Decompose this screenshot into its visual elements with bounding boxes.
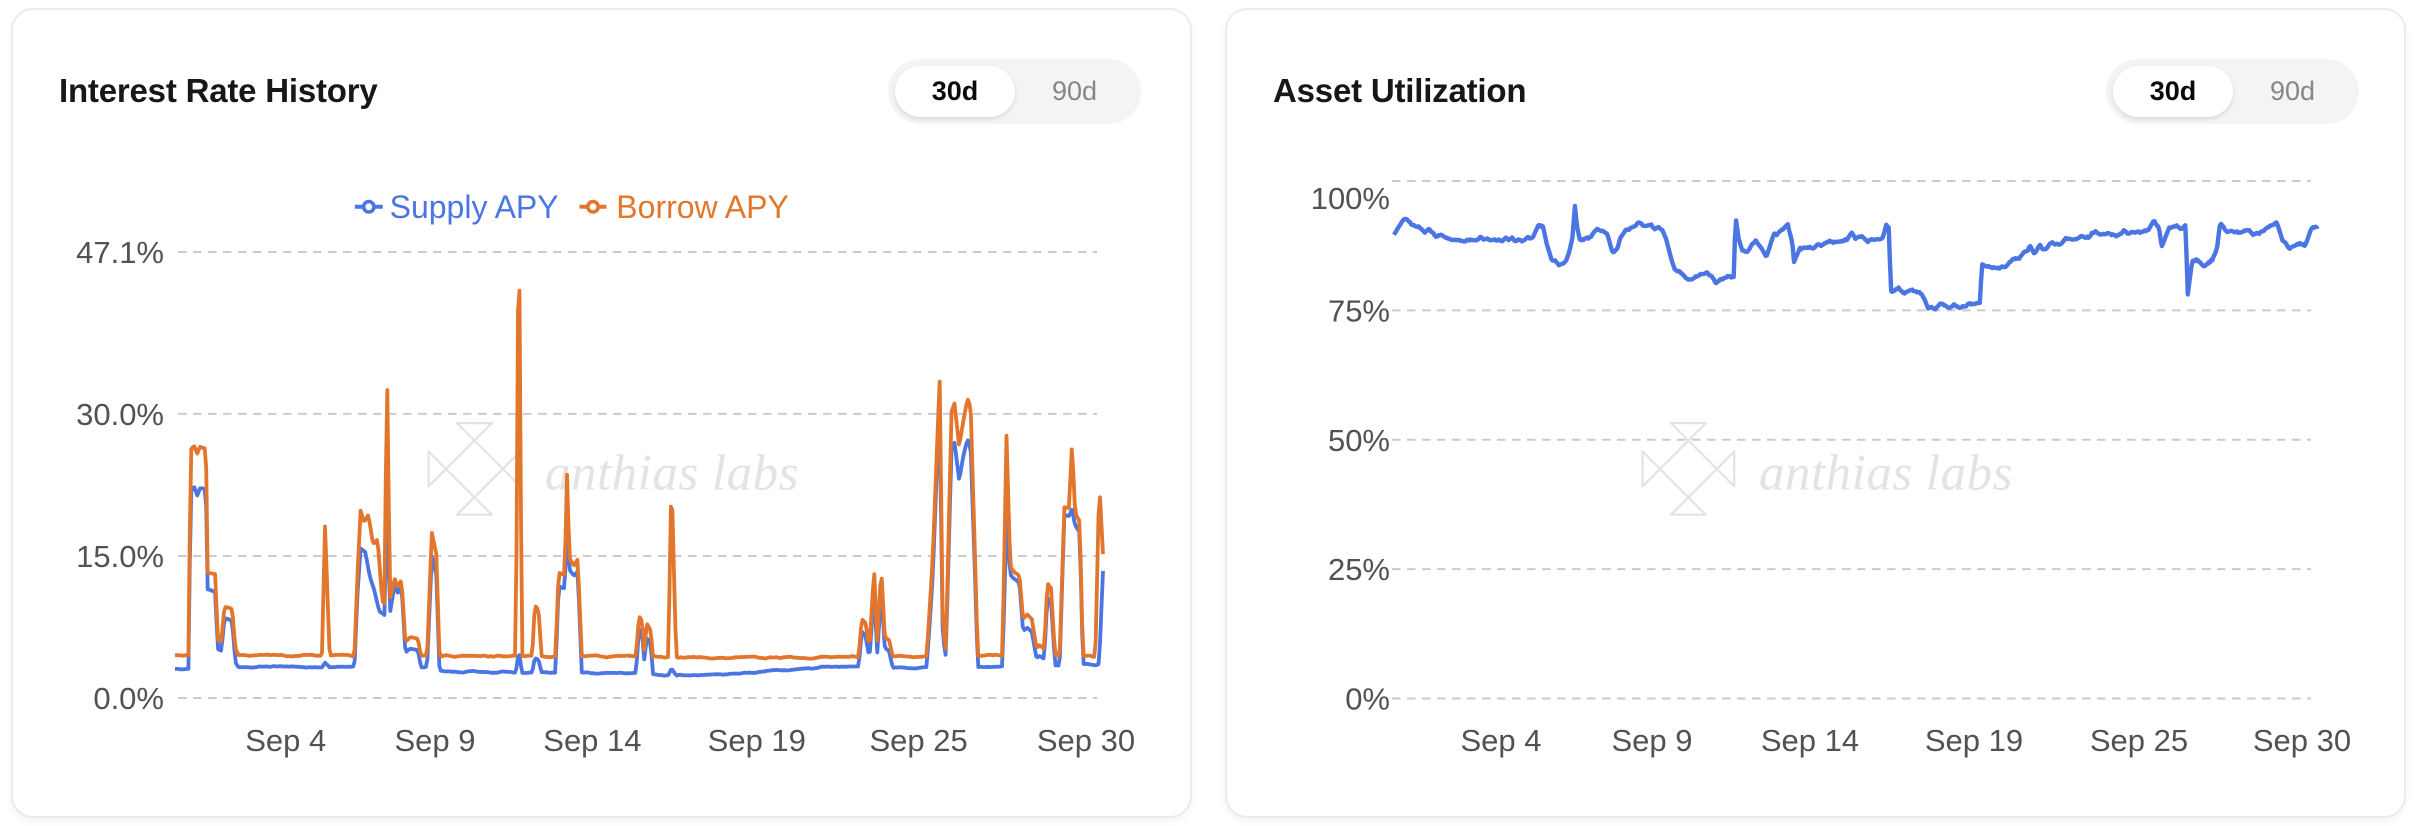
svg-text:0.0%: 0.0% — [93, 681, 164, 716]
svg-text:Sep 30: Sep 30 — [1037, 723, 1135, 758]
svg-text:Sep 25: Sep 25 — [869, 723, 967, 758]
svg-text:Sep 19: Sep 19 — [1925, 723, 2023, 758]
svg-text:50%: 50% — [1328, 423, 1390, 458]
svg-text:Sep 19: Sep 19 — [708, 723, 806, 758]
svg-text:Borrow APY: Borrow APY — [616, 189, 789, 225]
svg-text:Sep 9: Sep 9 — [394, 723, 475, 758]
svg-text:15.0%: 15.0% — [76, 539, 164, 574]
svg-text:anthias labs: anthias labs — [545, 446, 799, 502]
svg-text:Sep 14: Sep 14 — [1761, 723, 1859, 758]
svg-text:75%: 75% — [1328, 293, 1390, 328]
svg-text:0%: 0% — [1345, 682, 1390, 717]
svg-text:47.1%: 47.1% — [76, 235, 164, 270]
svg-text:Sep 30: Sep 30 — [2253, 723, 2351, 758]
svg-text:100%: 100% — [1311, 181, 1390, 216]
svg-text:25%: 25% — [1328, 552, 1390, 587]
svg-text:Sep 25: Sep 25 — [2090, 723, 2188, 758]
svg-text:anthias labs: anthias labs — [1759, 446, 2013, 502]
svg-text:Sep 4: Sep 4 — [245, 723, 326, 758]
svg-text:Sep 14: Sep 14 — [543, 723, 641, 758]
svg-text:30.0%: 30.0% — [76, 397, 164, 432]
svg-text:Supply APY: Supply APY — [390, 189, 559, 225]
svg-text:Sep 9: Sep 9 — [1611, 723, 1692, 758]
svg-text:Sep 4: Sep 4 — [1460, 723, 1541, 758]
